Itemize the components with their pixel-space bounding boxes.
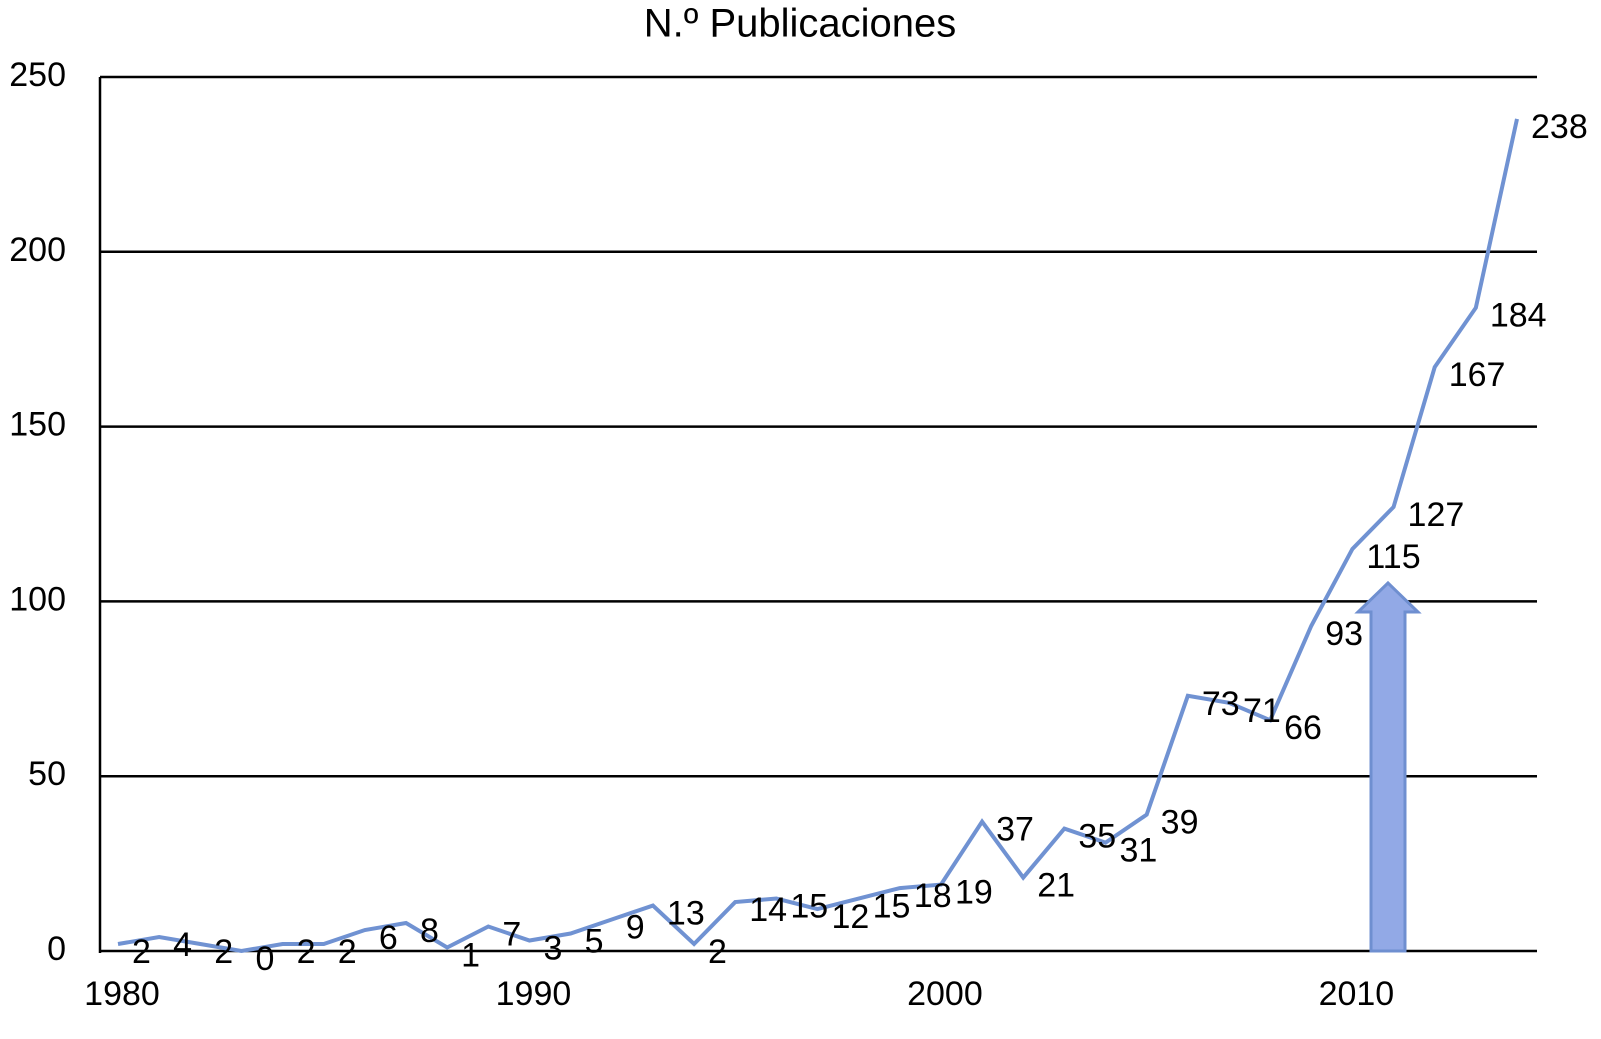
data-label: 6: [379, 919, 398, 957]
y-tick-label: 250: [9, 56, 66, 94]
data-label: 2: [297, 933, 316, 971]
chart-title: N.º Publicaciones: [644, 2, 957, 46]
data-label: 21: [1037, 867, 1075, 905]
data-label: 115: [1366, 538, 1420, 576]
y-tick-label: 100: [9, 580, 66, 618]
data-label: 66: [1284, 709, 1322, 747]
data-label: 4: [173, 926, 192, 964]
data-label: 19: [955, 874, 993, 912]
x-tick-label: 1980: [84, 975, 160, 1013]
data-label: 5: [585, 923, 604, 961]
data-label: 18: [914, 877, 952, 915]
y-tick-label: 150: [9, 406, 66, 444]
data-label: 8: [420, 912, 439, 950]
data-label: 167: [1449, 356, 1506, 394]
data-label: 127: [1408, 496, 1465, 534]
data-label: 37: [996, 811, 1034, 849]
data-label: 15: [873, 888, 911, 926]
data-label: 2: [132, 933, 151, 971]
y-tick-label: 200: [9, 231, 66, 269]
data-label: 238: [1531, 108, 1588, 146]
data-label: 1: [461, 936, 480, 974]
arrow: [1354, 580, 1422, 953]
y-tick-label: 0: [47, 930, 66, 968]
y-tick-label: 50: [28, 755, 66, 793]
x-tick-label: 2010: [1319, 975, 1395, 1013]
data-label: 12: [832, 898, 870, 936]
data-label: 0: [255, 940, 274, 978]
data-label: 13: [667, 895, 705, 933]
data-label: 2: [214, 933, 233, 971]
data-label: 3: [543, 929, 562, 967]
data-label: 35: [1078, 818, 1116, 856]
line: [117, 118, 1519, 954]
data-label: 31: [1120, 832, 1158, 870]
x-tick-label: 1990: [496, 975, 572, 1013]
data-label: 2: [338, 933, 357, 971]
data-label: 39: [1161, 804, 1199, 842]
x-tick-label: 2000: [907, 975, 983, 1013]
data-label: 184: [1490, 297, 1547, 335]
data-label: 71: [1243, 692, 1281, 730]
data-label: 93: [1325, 615, 1363, 653]
data-label: 14: [749, 891, 787, 929]
data-label: 9: [626, 909, 645, 947]
data-label: 73: [1202, 685, 1240, 723]
data-label: 2: [708, 933, 727, 971]
data-label: 7: [502, 916, 521, 954]
data-label: 15: [790, 888, 828, 926]
